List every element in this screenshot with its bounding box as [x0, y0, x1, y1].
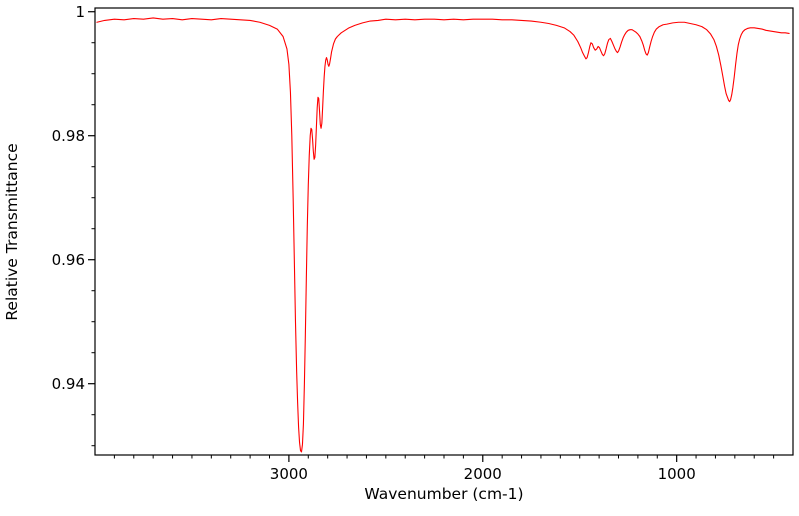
x-tick-label: 1000 — [658, 465, 696, 483]
plot-frame — [94, 7, 794, 456]
y-axis-major-ticks — [88, 11, 95, 385]
x-axis-minor-ticks — [113, 455, 775, 459]
y-axis-tick-labels: 0.94 0.96 0.98 1 — [52, 3, 85, 393]
x-tick-label: 2000 — [464, 465, 502, 483]
x-axis-label: Wavenumber (cm-1) — [364, 485, 523, 503]
y-tick-label: 0.94 — [52, 375, 85, 393]
x-axis-major-ticks — [288, 455, 678, 462]
y-tick-label: 0.98 — [52, 127, 85, 145]
spectrum-line — [96, 17, 790, 453]
y-tick-label: 0.96 — [52, 251, 85, 269]
x-axis-tick-labels: 3000 2000 1000 — [270, 465, 696, 483]
y-tick-label: 1 — [75, 3, 85, 21]
x-tick-label: 3000 — [270, 465, 308, 483]
y-axis-label: Relative Transmittance — [3, 143, 21, 320]
y-axis-minor-ticks — [91, 42, 95, 447]
